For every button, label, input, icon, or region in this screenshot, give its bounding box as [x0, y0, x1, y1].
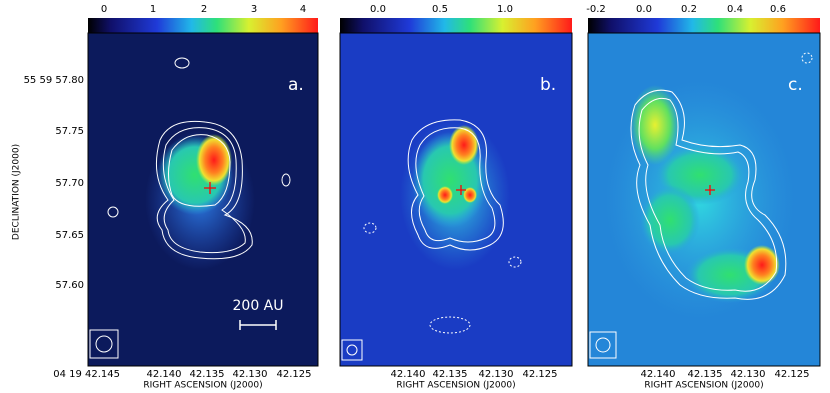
x-tick-label: 42.130 [233, 369, 268, 380]
colorbar-tick-label: 0.4 [727, 4, 743, 15]
x-axis-label: RIGHT ASCENSION (J2000) [143, 381, 262, 391]
colorbar-tick-label: 0 [101, 4, 107, 15]
x-tick-label: 42.130 [479, 369, 514, 380]
colorbar-tick-label: 0.0 [370, 4, 386, 15]
tick-labels: 0 1 2 3 4 04 19 42.145 42.140 42.135 42.130 42.12… [24, 4, 810, 391]
x-tick-label: 42.140 [641, 369, 676, 380]
colorbar [88, 18, 318, 33]
x-tick-label: 42.135 [190, 369, 225, 380]
x-tick-label: 42.125 [775, 369, 810, 380]
panel-b: b. [339, 18, 573, 367]
colorbar-tick-label: 4 [300, 4, 306, 15]
y-axis-label: DECLINATION (J2000) [12, 144, 22, 240]
x-axis-label: RIGHT ASCENSION (J2000) [396, 381, 515, 391]
y-tick-label: 57.65 [55, 230, 84, 241]
x-tick-label: 42.125 [523, 369, 558, 380]
y-tick-label: 57.75 [55, 126, 84, 137]
colorbar-tick-label: 1 [150, 4, 156, 15]
colorbar-tick-label: 0.6 [770, 4, 786, 15]
panel-a: a. 200 AU [87, 18, 319, 367]
x-tick-label: 42.140 [147, 369, 182, 380]
x-tick-label: 42.130 [731, 369, 766, 380]
colorbar [340, 18, 572, 33]
x-tick-label: 42.140 [391, 369, 426, 380]
panel-c: c. [587, 18, 821, 367]
scale-bar-label: 200 AU [233, 298, 284, 314]
colorbar-tick-label: 2 [201, 4, 207, 15]
x-tick-label: 42.135 [688, 369, 723, 380]
panel-label: b. [540, 75, 556, 95]
x-tick-label: 42.135 [433, 369, 468, 380]
y-tick-label: 57.70 [55, 178, 84, 189]
colorbar [588, 18, 820, 33]
y-tick-label: 55 59 57.80 [24, 75, 84, 86]
colorbar-tick-label: 0.5 [432, 4, 448, 15]
colorbar-tick-label: -0.2 [586, 4, 606, 15]
colorbar-tick-label: 0.0 [636, 4, 652, 15]
x-axis-label: RIGHT ASCENSION (J2000) [644, 381, 763, 391]
panel-label: c. [788, 75, 803, 95]
x-tick-label: 42.125 [277, 369, 312, 380]
colorbar-tick-label: 3 [251, 4, 257, 15]
panel-label: a. [288, 75, 304, 95]
y-tick-label: 57.60 [55, 280, 84, 291]
colorbar-tick-label: 1.0 [497, 4, 513, 15]
x-tick-label: 04 19 42.145 [53, 369, 120, 380]
colorbar-tick-label: 0.2 [681, 4, 697, 15]
